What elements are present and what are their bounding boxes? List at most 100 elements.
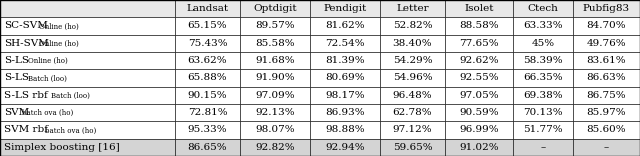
Bar: [175, 69, 240, 87]
Text: SVM rbf: SVM rbf: [4, 125, 48, 134]
Text: Batch (loo): Batch (loo): [51, 92, 90, 100]
Text: 85.58%: 85.58%: [255, 39, 295, 48]
Bar: [175, 139, 240, 156]
Bar: [310, 17, 380, 35]
Text: 92.62%: 92.62%: [459, 56, 499, 65]
Text: 51.77%: 51.77%: [523, 125, 563, 134]
Bar: [445, 104, 513, 121]
Text: 96.99%: 96.99%: [459, 125, 499, 134]
Bar: [573, 0, 640, 17]
Text: 86.63%: 86.63%: [587, 73, 627, 83]
Bar: [175, 35, 240, 52]
Text: batch ova (ho): batch ova (ho): [45, 127, 97, 134]
Text: 58.39%: 58.39%: [523, 56, 563, 65]
Text: 80.69%: 80.69%: [325, 73, 365, 83]
Text: 63.33%: 63.33%: [523, 22, 563, 31]
Text: 88.58%: 88.58%: [459, 22, 499, 31]
Bar: [310, 104, 380, 121]
Text: 90.15%: 90.15%: [188, 91, 227, 100]
Bar: [0, 17, 175, 35]
Text: 97.05%: 97.05%: [459, 91, 499, 100]
Text: 91.68%: 91.68%: [255, 56, 295, 65]
Text: 49.76%: 49.76%: [587, 39, 627, 48]
Bar: [573, 69, 640, 87]
Bar: [240, 121, 310, 139]
Bar: [380, 121, 445, 139]
Text: 98.07%: 98.07%: [255, 125, 295, 134]
Bar: [175, 121, 240, 139]
Bar: [240, 104, 310, 121]
Bar: [513, 17, 573, 35]
Text: 63.62%: 63.62%: [188, 56, 227, 65]
Bar: [445, 87, 513, 104]
Bar: [513, 35, 573, 52]
Bar: [445, 0, 513, 17]
Text: Pendigit: Pendigit: [323, 4, 367, 13]
Text: 38.40%: 38.40%: [393, 39, 432, 48]
Bar: [445, 69, 513, 87]
Bar: [445, 35, 513, 52]
Bar: [0, 87, 175, 104]
Text: SC-SVM: SC-SVM: [4, 22, 48, 31]
Text: 65.15%: 65.15%: [188, 22, 227, 31]
Bar: [240, 35, 310, 52]
Bar: [310, 139, 380, 156]
Text: Landsat: Landsat: [186, 4, 228, 13]
Bar: [0, 52, 175, 69]
Bar: [175, 104, 240, 121]
Bar: [573, 104, 640, 121]
Bar: [380, 69, 445, 87]
Bar: [380, 104, 445, 121]
Bar: [0, 104, 175, 121]
Text: Pubfig83: Pubfig83: [583, 4, 630, 13]
Text: 83.61%: 83.61%: [587, 56, 627, 65]
Text: 96.48%: 96.48%: [393, 91, 432, 100]
Text: 98.88%: 98.88%: [325, 125, 365, 134]
Bar: [445, 121, 513, 139]
Text: 62.78%: 62.78%: [393, 108, 432, 117]
Bar: [310, 35, 380, 52]
Bar: [573, 121, 640, 139]
Bar: [0, 121, 175, 139]
Text: 91.90%: 91.90%: [255, 73, 295, 83]
Text: 89.57%: 89.57%: [255, 22, 295, 31]
Bar: [513, 104, 573, 121]
Text: S-LS: S-LS: [4, 73, 29, 83]
Bar: [445, 139, 513, 156]
Text: 97.09%: 97.09%: [255, 91, 295, 100]
Text: S-LS rbf: S-LS rbf: [4, 91, 48, 100]
Bar: [380, 87, 445, 104]
Bar: [573, 52, 640, 69]
Text: 66.35%: 66.35%: [523, 73, 563, 83]
Text: –: –: [540, 143, 546, 152]
Bar: [573, 139, 640, 156]
Text: 52.82%: 52.82%: [393, 22, 432, 31]
Text: Optdigit: Optdigit: [253, 4, 297, 13]
Text: 97.12%: 97.12%: [393, 125, 432, 134]
Text: Ctech: Ctech: [527, 4, 559, 13]
Text: 92.55%: 92.55%: [459, 73, 499, 83]
Bar: [240, 52, 310, 69]
Bar: [0, 35, 175, 52]
Text: 86.65%: 86.65%: [188, 143, 227, 152]
Text: 86.75%: 86.75%: [587, 91, 627, 100]
Text: 69.38%: 69.38%: [523, 91, 563, 100]
Text: Isolet: Isolet: [464, 4, 493, 13]
Text: 90.59%: 90.59%: [459, 108, 499, 117]
Text: 92.82%: 92.82%: [255, 143, 295, 152]
Text: 77.65%: 77.65%: [459, 39, 499, 48]
Text: 54.29%: 54.29%: [393, 56, 432, 65]
Text: 92.13%: 92.13%: [255, 108, 295, 117]
Text: Online (ho): Online (ho): [40, 22, 79, 31]
Text: S-LS: S-LS: [4, 56, 29, 65]
Bar: [380, 52, 445, 69]
Text: Letter: Letter: [396, 4, 429, 13]
Bar: [240, 69, 310, 87]
Text: 72.81%: 72.81%: [188, 108, 227, 117]
Bar: [240, 0, 310, 17]
Bar: [0, 139, 175, 156]
Bar: [445, 17, 513, 35]
Text: 65.88%: 65.88%: [188, 73, 227, 83]
Bar: [240, 139, 310, 156]
Bar: [310, 69, 380, 87]
